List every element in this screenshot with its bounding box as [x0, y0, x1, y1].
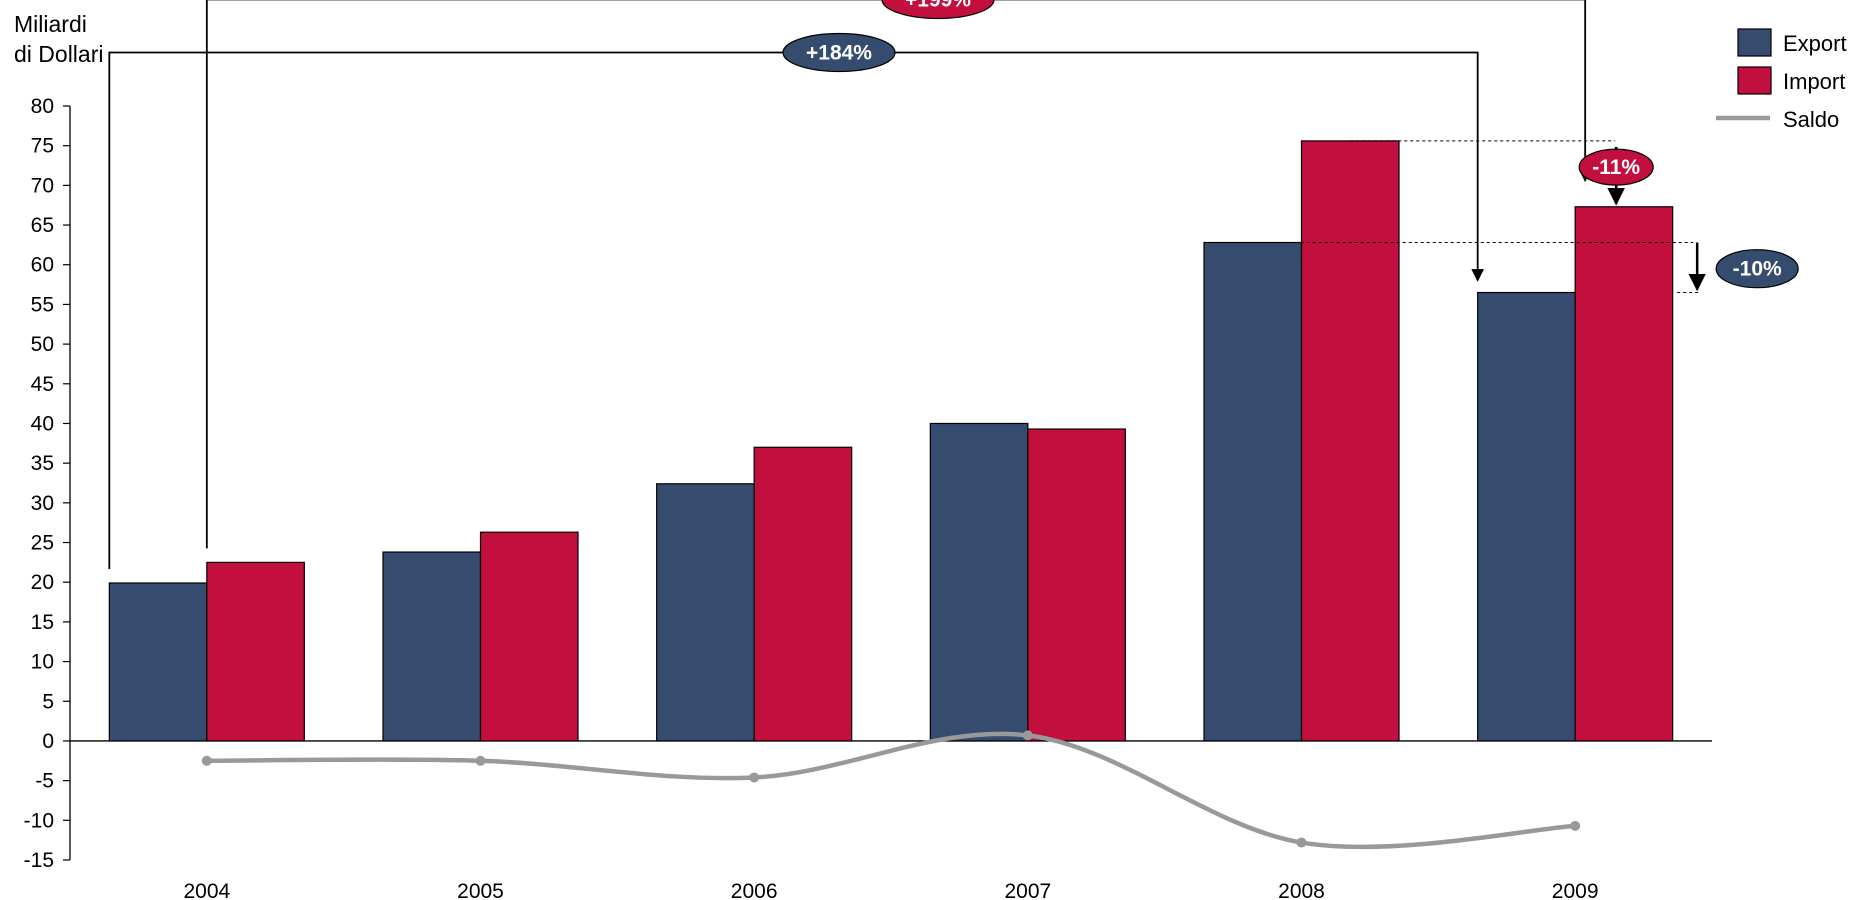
y-tick-label: 35	[31, 452, 54, 475]
annotations: +199% +184% -11% -10%	[108, 0, 1799, 570]
growth-bracket-import	[205, 0, 1592, 549]
legend-label-export: Export	[1783, 31, 1847, 56]
saldo-point-2007	[1022, 730, 1033, 741]
bar-export-2007	[929, 422, 1029, 742]
legend: Export Import Saldo	[1716, 28, 1847, 132]
y-tick-label: 80	[31, 95, 54, 118]
x-tick-label: 2007	[1004, 880, 1051, 900]
y-tick-label: 60	[31, 254, 54, 277]
y-tick-label: 45	[31, 373, 54, 396]
bar-export-2004	[108, 582, 208, 742]
y-tick-label: 25	[31, 532, 54, 555]
saldo-point-2006	[749, 772, 760, 783]
x-tick-label: 2009	[1552, 880, 1599, 900]
y-tick-label: 30	[31, 492, 54, 515]
bar-import-2008	[1300, 140, 1400, 742]
legend-label-import: Import	[1783, 69, 1845, 94]
bar-export-2005	[382, 551, 482, 742]
x-tick-label: 2004	[183, 880, 230, 900]
saldo-point-2008	[1296, 837, 1307, 848]
legend-swatch-export	[1737, 28, 1772, 57]
y-tick-label: 75	[31, 135, 54, 158]
saldo-point-2004	[201, 755, 212, 766]
y-axis-unit-label: Miliardi di Dollari	[14, 11, 103, 67]
bar-import-2007	[1027, 428, 1126, 742]
saldo-point-2005	[475, 755, 486, 766]
growth-badge-184	[782, 32, 896, 73]
growth-badge-label: -11%	[1592, 156, 1640, 179]
x-tick-label: 2005	[457, 880, 504, 900]
y-tick-label: 15	[31, 611, 54, 634]
y-tick-label: 20	[31, 571, 54, 594]
growth-badge-11	[1578, 148, 1654, 186]
bar-import-2006	[753, 446, 853, 742]
y-tick-label: 40	[31, 412, 54, 435]
growth-badge-10	[1715, 249, 1799, 289]
y-tick-label: 50	[31, 333, 54, 356]
bar-import-2005	[479, 531, 579, 742]
y-unit-line-1: Miliardi	[14, 11, 87, 37]
bar-export-2006	[656, 483, 755, 742]
y-tick-label: -10	[24, 809, 54, 832]
growth-badge-199	[881, 0, 995, 20]
growth-badge-label: -10%	[1733, 258, 1782, 281]
legend-swatch-import	[1737, 66, 1772, 95]
bar-import-2009	[1574, 206, 1674, 742]
x-tick-label: 2006	[731, 880, 778, 900]
axes: 80757065605550454035302520151050-5-10-15…	[24, 95, 1712, 900]
bar-export-2009	[1477, 291, 1576, 742]
y-tick-label: 65	[31, 214, 54, 237]
growth-badge-label: +184%	[806, 42, 872, 65]
growth-badge-label: +199%	[905, 0, 971, 12]
bar-export-2008	[1203, 241, 1303, 742]
y-tick-label: 70	[31, 174, 54, 197]
saldo-point-2009	[1570, 820, 1581, 831]
saldo-line-path	[204, 731, 1578, 850]
bar-import-2004	[206, 561, 305, 742]
saldo-line	[201, 730, 1581, 850]
y-tick-label: 5	[42, 690, 54, 713]
x-tick-label: 2008	[1278, 880, 1325, 900]
y-tick-label: 10	[31, 651, 54, 674]
y-tick-label: 55	[31, 293, 54, 316]
legend-label-saldo: Saldo	[1783, 107, 1839, 132]
y-tick-label: -15	[24, 849, 54, 872]
y-unit-line-2: di Dollari	[14, 41, 103, 67]
y-tick-label: -5	[35, 770, 54, 793]
bars	[108, 140, 1674, 742]
y-tick-label: 0	[42, 730, 54, 753]
